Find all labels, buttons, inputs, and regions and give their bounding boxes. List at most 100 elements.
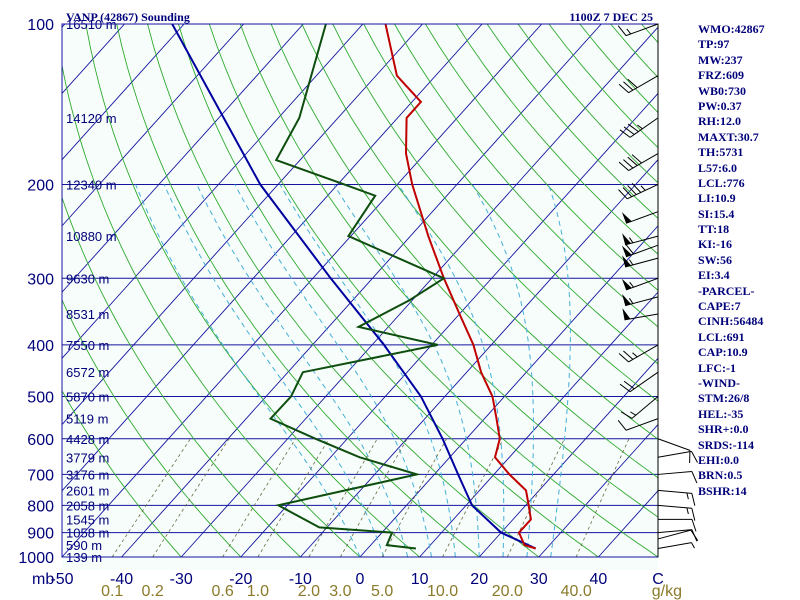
temperature-tick-label: 10: [411, 571, 429, 588]
sounding-profiles: [171, 24, 537, 550]
pressure-unit-label: mb: [32, 571, 54, 588]
isotherm-line: [62, 24, 245, 227]
wind-barb: [618, 75, 659, 94]
wind-barb: [622, 233, 659, 246]
height-label: 2058 m: [66, 498, 109, 513]
height-label: 5119 m: [66, 412, 108, 427]
index-item: EI:3.4: [698, 268, 730, 283]
wind-barb: [657, 450, 698, 463]
index-item: LFC:-1: [698, 360, 736, 375]
mixing-ratio-line: [152, 438, 230, 558]
height-label: 1058 m: [66, 526, 109, 541]
pressure-tick-label: 900: [27, 526, 54, 543]
isotherm-line: [121, 24, 602, 558]
mixing-ratio-line: [222, 438, 296, 558]
wind-barb: [621, 211, 659, 224]
dry-adiabat: [425, 24, 658, 291]
dry-adiabat: [62, 63, 361, 558]
temperature-tick-label: -30: [170, 571, 193, 588]
wind-barb: [657, 529, 698, 542]
index-item: STM:26/8: [698, 391, 750, 406]
isotherm-line: [62, 24, 543, 558]
wind-barb: [622, 308, 659, 321]
index-item: FRZ:609: [698, 68, 744, 83]
index-item: RH:12.0: [698, 114, 741, 129]
index-item: -PARCEL-: [698, 283, 755, 298]
moist-adiabat: [196, 184, 409, 558]
wind-barb: [619, 117, 659, 138]
moist-adiabat: [548, 184, 571, 558]
dry-adiabat: [177, 24, 599, 558]
index-item: MW:237: [698, 52, 743, 67]
index-item: LCL:776: [698, 175, 745, 190]
height-label: 3176 m: [66, 467, 109, 482]
index-item: TP:97: [698, 37, 730, 52]
index-item: BSHR:14: [698, 483, 747, 498]
mixing-ratio-line: [257, 438, 330, 558]
index-item: WB0:730: [698, 83, 746, 98]
index-item: CAPE:7: [698, 299, 741, 314]
index-item: SRDS:-114: [698, 437, 755, 452]
pressure-tick-label: 1000: [18, 550, 54, 567]
dry-adiabat: [85, 24, 420, 558]
dry-adiabat: [147, 24, 540, 558]
wind-barbs: [617, 23, 699, 557]
mixing-ratio-tick-label: 10.0: [427, 583, 458, 600]
pressure-tick-label: 500: [27, 390, 54, 407]
temperature-tick-label: 40: [590, 571, 608, 588]
isotherm-line: [478, 357, 658, 558]
wind-barb: [620, 396, 659, 419]
parcel-trace: [171, 24, 537, 550]
dry-adiabat: [62, 389, 182, 558]
isotherm-line: [300, 158, 658, 558]
index-item: SHR+:0.0: [698, 422, 749, 437]
wind-barb: [621, 277, 659, 291]
mixing-ratio-unit-label: g/kg: [652, 583, 682, 600]
wind-barb: [622, 294, 659, 307]
height-label: 12340 m: [66, 177, 117, 192]
temperature-tick-label: -40: [110, 571, 133, 588]
index-item: WMO:42867: [698, 22, 765, 36]
isotherm-line: [62, 24, 423, 426]
height-label: 4428 m: [66, 432, 109, 447]
isotherm-line: [62, 24, 185, 161]
pressure-tick-label: 800: [27, 498, 54, 515]
chart-title: VANP (42867) Sounding: [66, 10, 190, 24]
dry-adiabat: [301, 24, 658, 440]
wind-barb: [657, 470, 698, 484]
index-item: SW:56: [698, 252, 733, 267]
mixing-ratio-tick-label: 40.0: [561, 583, 592, 600]
index-item: KI:-16: [698, 237, 732, 252]
index-item: BRN:0.5: [698, 468, 743, 483]
wind-barb: [618, 182, 659, 200]
temperature-tick-label: 0: [356, 571, 365, 588]
moist-adiabat: [279, 184, 456, 558]
height-label: 10880 m: [66, 229, 117, 244]
pressure-tick-label: 300: [27, 271, 54, 288]
index-item: EHI:0.0: [698, 452, 740, 467]
index-item: TT:18: [698, 222, 730, 237]
height-label: 2601 m: [66, 483, 109, 498]
height-label: 1545 m: [66, 512, 109, 527]
wind-barb: [657, 542, 695, 550]
moist-adiabat: [135, 184, 361, 558]
dry-adiabat: [332, 24, 658, 402]
isotherm-line: [240, 92, 658, 558]
isotherm-line: [538, 423, 658, 558]
mixing-ratio-line: [381, 438, 447, 558]
pressure-tick-label: 400: [27, 338, 54, 355]
height-label: 9630 m: [66, 271, 109, 286]
index-item: LI:10.9: [698, 191, 736, 206]
mixing-ratio-line: [340, 438, 408, 558]
index-item: HEL:-35: [698, 406, 744, 421]
isotherm-line: [180, 26, 658, 558]
wind-barb: [657, 438, 691, 464]
index-item: -WIND-: [698, 375, 740, 390]
mixing-ratio-tick-label: 1.0: [247, 583, 269, 600]
index-item: CAP:10.9: [698, 345, 748, 360]
temperature-trace: [384, 24, 536, 550]
temperature-tick-label: 30: [530, 571, 548, 588]
temperature-tick-label: C: [652, 571, 664, 588]
isotherm-line: [62, 24, 483, 492]
